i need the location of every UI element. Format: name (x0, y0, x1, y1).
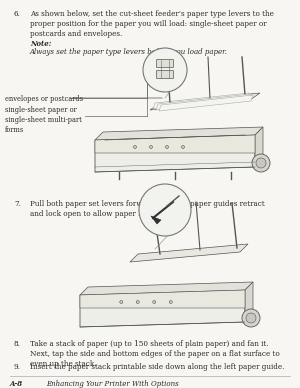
Text: envelopes or postcards: envelopes or postcards (5, 95, 83, 103)
Circle shape (256, 158, 266, 168)
Polygon shape (95, 135, 255, 172)
Text: Take a stack of paper (up to 150 sheets of plain paper) and fan it.
Next, tap th: Take a stack of paper (up to 150 sheets … (30, 340, 280, 368)
Circle shape (242, 309, 260, 327)
Polygon shape (151, 216, 161, 224)
Text: Always set the paper type levers before you load paper.: Always set the paper type levers before … (30, 48, 228, 56)
Circle shape (182, 146, 184, 149)
Polygon shape (95, 135, 255, 153)
Text: 7.: 7. (14, 200, 21, 208)
Circle shape (139, 184, 191, 236)
Polygon shape (130, 244, 248, 262)
Circle shape (134, 146, 136, 149)
Circle shape (120, 300, 123, 303)
Text: 9.: 9. (14, 363, 21, 371)
Circle shape (143, 48, 187, 92)
Text: 6.: 6. (14, 10, 21, 18)
Text: Pull both paper set levers forward until the paper guides retract
and lock open : Pull both paper set levers forward until… (30, 200, 265, 218)
Circle shape (252, 154, 270, 172)
Circle shape (166, 146, 169, 149)
Polygon shape (255, 127, 263, 167)
Polygon shape (80, 290, 245, 308)
Text: As shown below, set the cut-sheet feeder’s paper type levers to the
proper posit: As shown below, set the cut-sheet feeder… (30, 10, 274, 38)
Polygon shape (80, 290, 245, 327)
FancyBboxPatch shape (157, 59, 173, 68)
Polygon shape (150, 93, 260, 110)
Text: Insert the paper stack printable side down along the left paper guide.: Insert the paper stack printable side do… (30, 363, 284, 371)
Polygon shape (159, 95, 253, 111)
Circle shape (169, 300, 172, 303)
Polygon shape (156, 94, 251, 110)
Polygon shape (95, 127, 263, 140)
Text: Enhancing Your Printer With Options: Enhancing Your Printer With Options (46, 380, 179, 388)
Polygon shape (245, 282, 253, 322)
FancyBboxPatch shape (157, 71, 173, 78)
Polygon shape (153, 93, 249, 109)
Circle shape (136, 300, 139, 303)
Text: 8.: 8. (14, 340, 21, 348)
Text: Note:: Note: (30, 40, 51, 48)
Text: single-sheet paper or
single-sheet multi-part
forms: single-sheet paper or single-sheet multi… (5, 106, 82, 133)
Polygon shape (80, 282, 253, 295)
Circle shape (149, 146, 152, 149)
Text: A-8: A-8 (10, 380, 23, 388)
Circle shape (246, 313, 256, 323)
Circle shape (153, 300, 156, 303)
